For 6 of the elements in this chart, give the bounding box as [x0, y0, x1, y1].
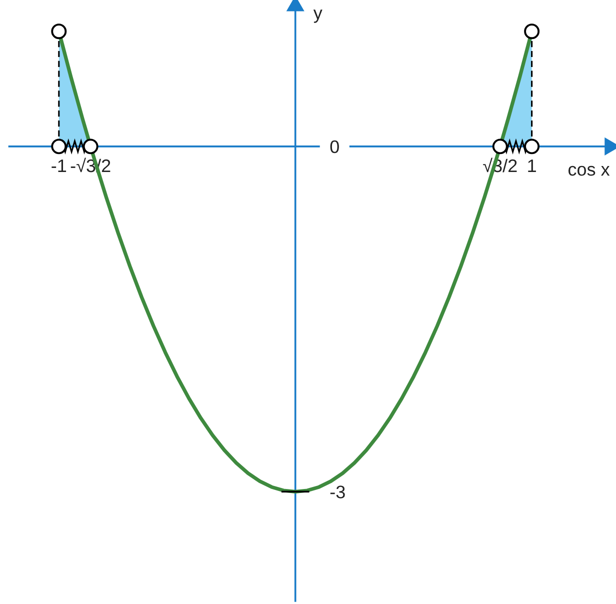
y-axis-title: y: [313, 10, 322, 23]
y-tick-label: 0: [330, 140, 339, 154]
x-tick-label: 1: [528, 160, 536, 172]
y-tick-label: -3: [330, 486, 345, 498]
x-axis-title: cos x: [568, 166, 610, 176]
x-tick-label: -1: [52, 160, 66, 172]
